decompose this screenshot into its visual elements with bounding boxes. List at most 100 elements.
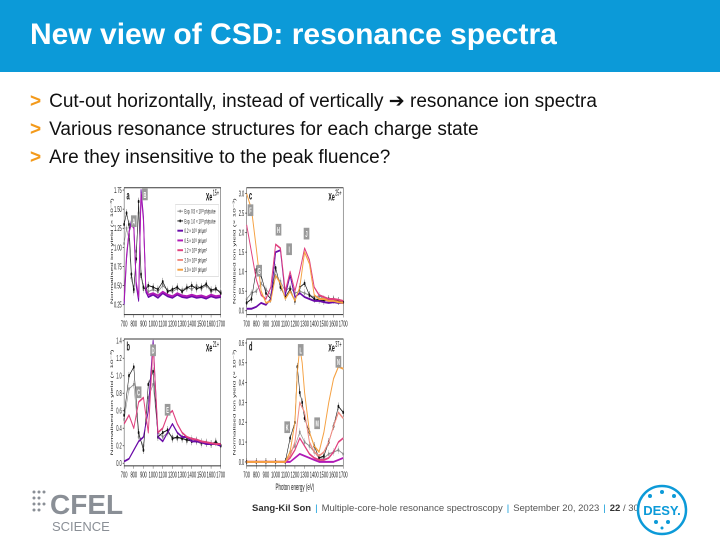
- data-point: [171, 436, 174, 441]
- cfel-logo-text: CFEL: [50, 489, 123, 520]
- y-tick-label: 1.5: [239, 249, 245, 258]
- footer-page: 22: [609, 503, 621, 514]
- x-tick-label: 1500: [197, 320, 206, 329]
- bullet-marker: >: [30, 119, 42, 140]
- data-point: [186, 286, 188, 290]
- x-tick-label: 1200: [290, 471, 299, 480]
- annotation-box: [164, 403, 171, 416]
- x-tick-label: 700: [121, 471, 128, 480]
- annotation-box: [303, 227, 310, 240]
- y-tick-label: 0.5: [239, 288, 245, 297]
- data-point: [265, 291, 267, 295]
- y-tick-label: 0.4: [116, 425, 122, 434]
- y-tick-label: 0.1: [239, 439, 245, 448]
- slide-title: New view of CSD: resonance spectra: [30, 18, 557, 51]
- footer-author: Sang-Kil Son: [252, 503, 312, 514]
- cfel-logo: CFEL SCIENCE: [28, 484, 138, 539]
- annotation-box: [130, 215, 137, 228]
- x-tick-label: 1500: [197, 471, 206, 480]
- y-tick-label: 0.50: [114, 282, 122, 291]
- panel-a: 700 800 900 1000 1100 1200 1300 1400 1500 1600 170…: [110, 187, 225, 329]
- x-tick-label: 1400: [187, 320, 196, 329]
- data-point: [327, 452, 330, 456]
- y-tick-label: 3.0: [239, 190, 245, 199]
- y-tick-label: 0.5: [239, 359, 245, 368]
- data-point: [132, 382, 135, 387]
- panel-d: 700 800 900 1000 1100 1200 1300 1400 1500 1600 170…: [232, 338, 348, 493]
- x-tick-label: 1400: [310, 320, 319, 329]
- y-tick-label: 0.0: [239, 458, 245, 467]
- data-point: [250, 297, 253, 301]
- data-point: [157, 287, 159, 292]
- x-tick-label: 1100: [158, 320, 167, 329]
- y-tick-label: 0.3: [239, 399, 245, 408]
- y-tick-label: 1.25: [114, 225, 122, 234]
- data-point: [181, 289, 183, 294]
- desy-logo-mark: DESY.: [636, 484, 688, 536]
- x-tick-label: 1400: [187, 471, 196, 480]
- data-point: [219, 291, 222, 295]
- data-point: [137, 199, 140, 204]
- x-tick-label: 1600: [329, 471, 338, 480]
- data-point: [166, 289, 169, 294]
- series-line: [124, 339, 221, 463]
- data-point: [274, 266, 277, 270]
- y-tick-label: 0.2: [116, 442, 122, 451]
- ion-label: Xe: [206, 190, 213, 203]
- annotation-box: [275, 223, 282, 236]
- x-tick-label: 900: [263, 320, 270, 329]
- y-tick-label: 1.0: [116, 372, 122, 381]
- ion-label: Xe: [328, 341, 335, 354]
- x-tick-label: 1200: [168, 471, 177, 480]
- data-point: [308, 444, 311, 448]
- data-point: [289, 436, 291, 440]
- x-tick-label: 1000: [271, 471, 280, 480]
- annotation-label: N: [337, 359, 340, 368]
- x-tick-label: 1000: [149, 320, 158, 329]
- annotation-box: [135, 386, 142, 399]
- data-point: [132, 365, 135, 369]
- annotation-label: D: [152, 347, 155, 356]
- legend-entry: Exp. 0.5 × 10¹³ ph/pulse: [184, 209, 215, 217]
- resonance-spectra-figure: 700 800 900 1000 1100 1200 1300 1400 1500 1600 170…: [110, 187, 348, 493]
- data-point: [176, 285, 179, 289]
- data-point: [301, 400, 304, 405]
- y-axis-label: Normalised ion yield (× 10⁻³): [110, 198, 114, 304]
- x-tick-label: 900: [263, 471, 270, 480]
- annotation-box: [335, 355, 342, 368]
- data-point: [337, 404, 340, 409]
- annotation-box: [256, 264, 263, 277]
- data-point: [161, 435, 164, 439]
- cfel-logo-subtext: SCIENCE: [52, 519, 110, 534]
- series-line: [246, 345, 344, 463]
- x-tick-label: 1600: [329, 320, 338, 329]
- annotation-label: C: [137, 389, 140, 398]
- x-tick-label: 1600: [207, 471, 216, 480]
- x-tick-label: 1600: [207, 320, 216, 329]
- bullet-item: > Are they insensitive to the peak fluenc…: [30, 144, 597, 172]
- annotation-label: H: [277, 227, 280, 236]
- y-tick-label: 1.00: [114, 244, 122, 253]
- annotation-box: [142, 188, 148, 201]
- x-tick-label: 1700: [216, 320, 225, 329]
- x-tick-label: 1000: [271, 320, 280, 329]
- x-tick-label: 1100: [281, 320, 290, 329]
- x-tick-label: 800: [253, 471, 260, 480]
- annotation-label: K: [286, 424, 289, 433]
- y-tick-label: 0.6: [116, 407, 122, 416]
- data-point: [200, 285, 203, 289]
- series-line: [246, 193, 344, 304]
- data-point: [125, 226, 128, 231]
- y-tick-label: 0.8: [116, 390, 122, 399]
- footer-total: / 30: [622, 503, 639, 514]
- annotation-label: J: [305, 231, 307, 240]
- data-point: [186, 437, 188, 442]
- data-point: [123, 241, 125, 246]
- data-point: [176, 435, 179, 439]
- footer: Sang-Kil Son | Multiple-core-hole resonanc…: [252, 503, 639, 514]
- data-point: [123, 413, 125, 417]
- x-tick-label: 700: [243, 471, 250, 480]
- annotation-label: M: [315, 420, 318, 429]
- data-point: [123, 222, 125, 227]
